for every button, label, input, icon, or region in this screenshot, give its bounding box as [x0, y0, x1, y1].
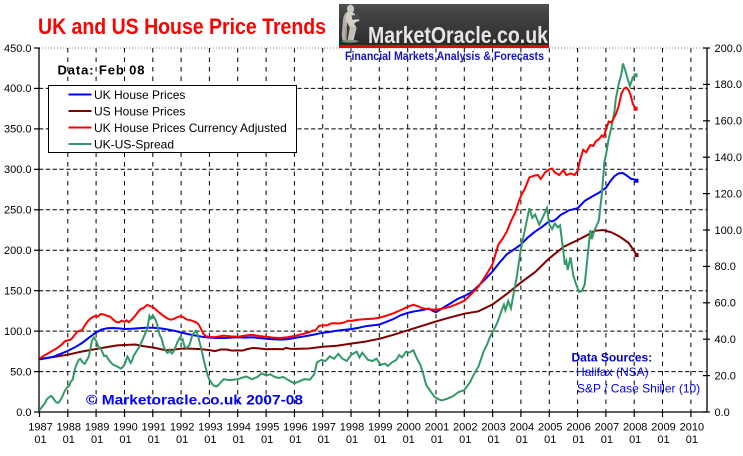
svg-text:1995: 1995 [255, 421, 279, 433]
svg-text:0.0: 0.0 [715, 407, 730, 419]
svg-text:350.0: 350.0 [4, 124, 32, 136]
svg-text:40.0: 40.0 [715, 334, 736, 346]
svg-text:01: 01 [346, 434, 358, 446]
svg-text:1999: 1999 [368, 421, 392, 433]
svg-text:01: 01 [119, 434, 131, 446]
svg-text:UK and US House Price Trends: UK and US House Price Trends [38, 14, 326, 39]
svg-text:01: 01 [374, 434, 386, 446]
svg-text:01: 01 [318, 434, 330, 446]
svg-text:1989: 1989 [85, 421, 109, 433]
svg-text:400.0: 400.0 [4, 83, 32, 95]
svg-text:50.0: 50.0 [10, 366, 31, 378]
svg-text:01: 01 [91, 434, 103, 446]
svg-text:1987: 1987 [28, 421, 52, 433]
svg-text:450.0: 450.0 [4, 43, 32, 55]
svg-text:01: 01 [487, 434, 499, 446]
svg-text:120.0: 120.0 [715, 188, 743, 200]
svg-text:US House Prices: US House Prices [94, 105, 185, 119]
svg-text:© Marketoracle.co.uk 2007-08: © Marketoracle.co.uk 2007-08 [86, 393, 304, 408]
svg-text:01: 01 [233, 434, 245, 446]
svg-text:1992: 1992 [170, 421, 194, 433]
svg-text:01: 01 [601, 434, 613, 446]
svg-text:2007: 2007 [595, 421, 619, 433]
svg-text:2008: 2008 [623, 421, 647, 433]
svg-text:80.0: 80.0 [715, 261, 736, 273]
svg-text:01: 01 [261, 434, 273, 446]
svg-text:2006: 2006 [566, 421, 590, 433]
svg-text:Halifax (NSA): Halifax (NSA) [576, 365, 649, 379]
svg-text:2009: 2009 [651, 421, 675, 433]
svg-text:01: 01 [289, 434, 301, 446]
svg-text:Data: Feb 08: Data: Feb 08 [58, 63, 145, 78]
svg-text:UK House Prices: UK House Prices [94, 88, 185, 102]
svg-text:1991: 1991 [142, 421, 166, 433]
svg-text:01: 01 [657, 434, 669, 446]
svg-text:200.0: 200.0 [4, 245, 32, 257]
svg-text:01: 01 [63, 434, 75, 446]
svg-text:1994: 1994 [226, 421, 250, 433]
svg-text:01: 01 [686, 434, 698, 446]
svg-text:250.0: 250.0 [4, 205, 32, 217]
svg-text:1988: 1988 [57, 421, 81, 433]
svg-text:01: 01 [34, 434, 46, 446]
svg-text:1990: 1990 [113, 421, 137, 433]
svg-text:01: 01 [516, 434, 528, 446]
svg-text:1998: 1998 [340, 421, 364, 433]
svg-text:01: 01 [544, 434, 556, 446]
svg-text:140.0: 140.0 [715, 152, 743, 164]
svg-text:01: 01 [431, 434, 443, 446]
svg-text:2010: 2010 [680, 421, 704, 433]
svg-text:01: 01 [572, 434, 584, 446]
svg-text:Data Sources:: Data Sources: [572, 351, 653, 365]
svg-text:UK House Prices Currency Adjus: UK House Prices Currency Adjusted [94, 121, 287, 135]
svg-text:UK-US-Spread: UK-US-Spread [94, 138, 174, 152]
svg-text:Financial Markets Analysis & F: Financial Markets Analysis & Forecasts [345, 49, 544, 63]
svg-text:300.0: 300.0 [4, 164, 32, 176]
svg-text:01: 01 [176, 434, 188, 446]
svg-text:01: 01 [629, 434, 641, 446]
svg-text:01: 01 [403, 434, 415, 446]
svg-text:01: 01 [148, 434, 160, 446]
svg-text:160.0: 160.0 [715, 116, 743, 128]
svg-text:2005: 2005 [538, 421, 562, 433]
svg-text:S&P / Case Shiller (10): S&P / Case Shiller (10) [577, 382, 700, 396]
svg-text:200.0: 200.0 [715, 43, 743, 55]
svg-text:2003: 2003 [481, 421, 505, 433]
svg-text:2004: 2004 [510, 421, 534, 433]
svg-text:1993: 1993 [198, 421, 222, 433]
svg-text:01: 01 [204, 434, 216, 446]
svg-text:150.0: 150.0 [4, 286, 32, 298]
svg-text:100.0: 100.0 [4, 326, 32, 338]
svg-text:2000: 2000 [396, 421, 420, 433]
svg-text:60.0: 60.0 [715, 298, 736, 310]
svg-text:2001: 2001 [425, 421, 449, 433]
svg-text:100.0: 100.0 [715, 225, 743, 237]
svg-text:20.0: 20.0 [715, 370, 736, 382]
svg-text:0.0: 0.0 [16, 407, 31, 419]
svg-text:01: 01 [459, 434, 471, 446]
svg-text:1997: 1997 [311, 421, 335, 433]
svg-text:MarketOracle.co.uk: MarketOracle.co.uk [368, 22, 548, 48]
svg-text:1996: 1996 [283, 421, 307, 433]
svg-text:2002: 2002 [453, 421, 477, 433]
svg-text:180.0: 180.0 [715, 79, 743, 91]
